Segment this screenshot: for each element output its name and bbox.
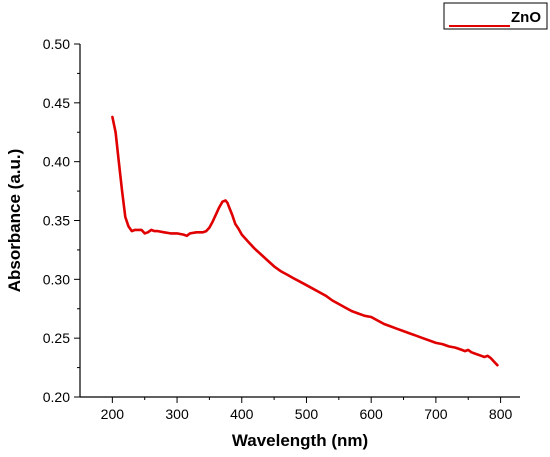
plot-frame	[79, 44, 520, 398]
x-tick-label: 500	[295, 406, 319, 422]
series-layer	[111, 115, 499, 367]
y-tick-label: 0.50	[43, 36, 70, 52]
y-tick-label: 0.35	[43, 213, 70, 229]
x-tick-label: 300	[165, 406, 189, 422]
axis-ticks: 200 300 400 500 600 700 800 0.20 0.25 0.30 0.35 0.4…	[43, 36, 513, 422]
y-tick-label: 0.30	[43, 271, 70, 287]
legend-box	[443, 2, 548, 30]
x-tick-label: 700	[424, 406, 448, 422]
x-axis-title: Wavelength (nm)	[232, 431, 368, 450]
y-tick-label: 0.45	[43, 95, 70, 111]
x-tick-label: 200	[101, 406, 125, 422]
x-tick-label: 400	[230, 406, 254, 422]
y-axis-title: Absorbance (a.u.)	[5, 149, 24, 293]
y-tick-label: 0.40	[43, 154, 70, 170]
legend-label-zno: ZnO	[511, 9, 541, 26]
x-tick-label: 800	[489, 406, 513, 422]
x-tick-label: 600	[359, 406, 383, 422]
y-tick-label: 0.20	[43, 389, 70, 405]
series-line-zno	[111, 115, 499, 367]
y-tick-label: 0.25	[43, 330, 70, 346]
legend: ZnO	[443, 2, 548, 30]
